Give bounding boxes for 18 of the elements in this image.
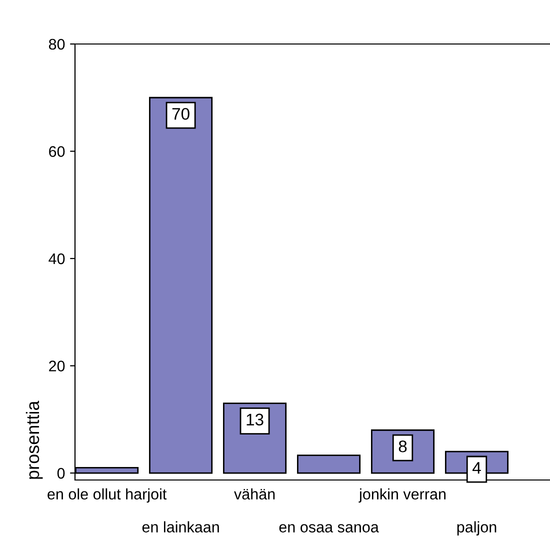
y-tick-label: 40 [48,253,65,264]
y-axis-title: prosenttia [26,400,43,479]
x-tick-label: en lainkaan [142,521,219,532]
x-tick-label: en osaa sanoa [279,524,379,532]
data-label: 13 [246,414,264,426]
x-tick-label: jonkin verran [358,488,446,503]
data-label: 70 [172,108,190,120]
x-tick-label: paljon [457,521,496,536]
x-tick-label: vähän [234,488,275,500]
y-tick-label: 60 [49,146,65,157]
data-label: 4 [472,462,481,474]
y-tick-label: 80 [48,38,65,50]
bar [149,96,213,474]
y-tick-label: 20 [49,360,65,372]
data-label: 8 [398,440,407,452]
x-tick-label: en ole ollut harjoit [48,488,167,503]
bar [297,454,361,474]
y-tick-label: 0 [57,468,65,479]
